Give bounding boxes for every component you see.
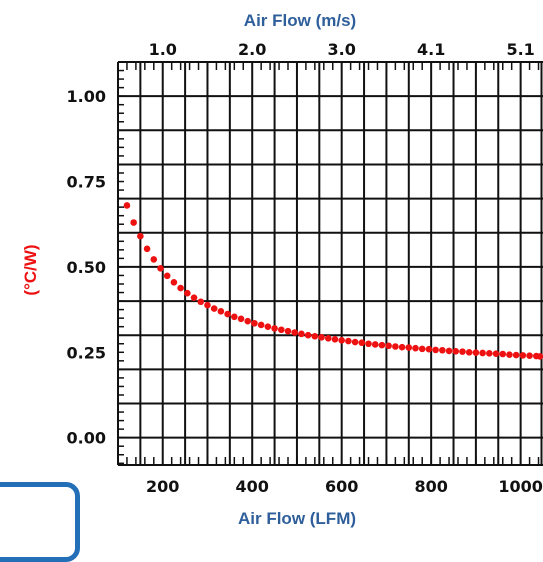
data-point [197, 298, 205, 306]
series-points [123, 202, 543, 360]
data-point [291, 329, 299, 336]
data-point [277, 326, 285, 334]
x-tick-label: 400 [236, 477, 269, 496]
data-point [251, 319, 258, 327]
data-point [445, 347, 453, 355]
data-point [499, 350, 507, 358]
x-tick-label: 600 [325, 477, 358, 496]
x-tick-label: 800 [414, 477, 447, 496]
x2-tick-label: 2.0 [238, 40, 266, 59]
thermal-resistance-chart: 200 400 600 800 1000 1.0 2.0 3.0 4.1 5.1 0.00 0.25 0… [21, 11, 543, 528]
x-tick-label: 200 [146, 477, 179, 496]
data-point [405, 344, 413, 351]
x2-tick-label: 5.1 [506, 40, 534, 59]
data-point [231, 313, 238, 321]
data-point [244, 317, 252, 325]
data-point [432, 346, 439, 354]
data-point [217, 308, 225, 315]
data-point [452, 347, 460, 355]
data-point [271, 325, 278, 332]
data-point [378, 341, 386, 349]
y-axis-title: (°C/W) [21, 244, 40, 295]
data-point [338, 337, 345, 344]
data-point [210, 305, 218, 312]
data-point [398, 343, 406, 351]
data-point [519, 352, 527, 359]
data-point [425, 345, 433, 353]
data-point [184, 289, 191, 297]
data-point [412, 344, 419, 352]
data-point [170, 278, 178, 286]
data-point [365, 340, 372, 348]
y-tick-label: 0.75 [67, 173, 106, 192]
tick-labels: 200 400 600 800 1000 1.0 2.0 3.0 4.1 5.1 0.00 0.25 0… [67, 40, 543, 496]
x2-tick-label: 4.1 [417, 40, 445, 59]
data-point [157, 264, 164, 272]
data-point [351, 338, 359, 346]
data-point [264, 323, 272, 330]
data-point [465, 348, 473, 356]
data-point [204, 301, 211, 309]
data-point [143, 245, 151, 253]
grid-layer [117, 61, 543, 466]
data-point [311, 332, 319, 340]
data-point [304, 331, 312, 339]
data-point [392, 343, 399, 350]
x2-axis-title: Air Flow (m/s) [244, 11, 356, 30]
x-axis-title: Air Flow (LFM) [238, 509, 356, 528]
data-point [257, 321, 265, 329]
data-point [492, 350, 500, 357]
data-point [190, 294, 198, 301]
x2-tick-label: 1.0 [149, 40, 177, 59]
data-point [536, 353, 543, 360]
data-point [137, 232, 144, 240]
data-point [150, 256, 158, 263]
data-point [371, 341, 379, 348]
data-point [177, 284, 184, 292]
data-point [418, 345, 426, 353]
data-point [385, 342, 392, 350]
y-tick-label: 0.00 [67, 429, 106, 448]
x-tick-label: 1000 [498, 477, 543, 496]
data-point [345, 337, 352, 345]
data-point [506, 351, 513, 358]
data-point [123, 202, 131, 209]
data-point [439, 346, 446, 354]
data-point [163, 272, 171, 280]
data-point [331, 336, 339, 343]
tick-marks [118, 61, 540, 465]
data-point [479, 349, 486, 357]
data-point [318, 333, 325, 341]
highlight-box [0, 482, 80, 562]
data-point [237, 315, 245, 323]
data-point [486, 350, 493, 357]
x2-tick-label: 3.0 [328, 40, 356, 59]
data-point [324, 334, 332, 342]
data-point [224, 310, 231, 318]
data-point [472, 349, 480, 356]
y-tick-label: 0.50 [67, 258, 106, 277]
data-point [298, 330, 305, 338]
data-point [459, 348, 466, 355]
data-point [358, 339, 366, 347]
data-point [130, 219, 137, 226]
data-point [512, 351, 520, 359]
data-point [526, 352, 533, 360]
data-point [284, 327, 292, 335]
y-tick-label: 1.00 [67, 87, 106, 106]
y-tick-label: 0.25 [67, 343, 106, 362]
